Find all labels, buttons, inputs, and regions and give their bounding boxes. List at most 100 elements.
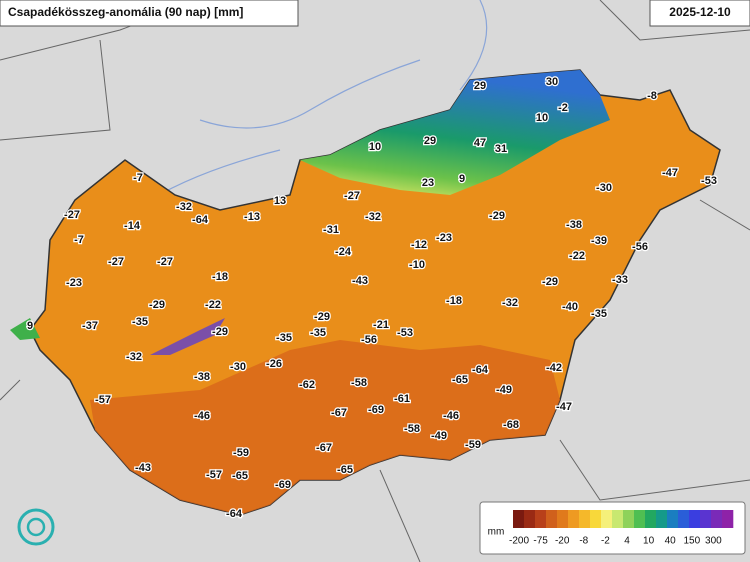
station-value: -57 — [95, 394, 111, 406]
legend-swatch — [645, 510, 657, 528]
station-value: 29 — [424, 135, 436, 147]
station-value: -59 — [233, 447, 249, 459]
station-value: -49 — [431, 430, 447, 442]
station-value: -46 — [194, 410, 210, 422]
station-value: 10 — [369, 141, 381, 153]
station-value: 13 — [274, 195, 286, 207]
station-value: 47 — [474, 137, 486, 149]
legend-swatch — [634, 510, 646, 528]
station-value: 9 — [459, 173, 465, 185]
legend-swatch — [667, 510, 679, 528]
station-value: -32 — [176, 201, 192, 213]
station-value: -32 — [365, 211, 381, 223]
station-value: -39 — [591, 235, 607, 247]
station-value: 31 — [495, 143, 507, 155]
station-value: -8 — [647, 90, 657, 102]
legend-swatch — [579, 510, 591, 528]
legend-tick-label: -8 — [579, 536, 588, 547]
station-value: -21 — [373, 319, 389, 331]
date: 2025-12-10 — [669, 5, 731, 19]
station-value: -27 — [344, 190, 360, 202]
station-value: -27 — [108, 256, 124, 268]
station-value: -67 — [316, 442, 332, 454]
station-value: -10 — [409, 259, 425, 271]
station-value: -53 — [701, 175, 717, 187]
station-value: -65 — [337, 464, 353, 476]
dry-region — [90, 340, 560, 515]
station-value: -46 — [443, 410, 459, 422]
legend-tick-label: 10 — [643, 536, 655, 547]
station-value: -61 — [394, 393, 410, 405]
station-value: -29 — [149, 299, 165, 311]
legend-swatch — [524, 510, 536, 528]
station-value: -58 — [404, 423, 420, 435]
legend-swatch — [656, 510, 668, 528]
corner-region — [10, 318, 40, 340]
station-value: -26 — [266, 358, 282, 370]
station-value: -32 — [126, 351, 142, 363]
station-value: -40 — [562, 301, 578, 313]
station-value: -57 — [206, 469, 222, 481]
station-value: -49 — [496, 384, 512, 396]
station-value: -14 — [124, 220, 141, 232]
station-value: -65 — [452, 374, 468, 386]
station-value: -64 — [192, 214, 209, 226]
station-value: -59 — [465, 439, 481, 451]
station-value: 23 — [422, 177, 434, 189]
legend-swatch — [557, 510, 569, 528]
legend-tick-label: 40 — [665, 536, 677, 547]
station-value: -43 — [135, 462, 151, 474]
legend: -200 -75 -20 -8 -2 4 10 40 150 300 — [509, 510, 734, 547]
legend-tick-label: -20 — [555, 536, 570, 547]
station-value: -43 — [352, 275, 368, 287]
station-value: -64 — [472, 364, 489, 376]
legend-swatch — [722, 510, 734, 528]
legend-swatch — [535, 510, 547, 528]
station-value: 30 — [546, 76, 558, 88]
station-value: -29 — [489, 210, 505, 222]
station-value: -27 — [157, 256, 173, 268]
station-value: -68 — [503, 419, 519, 431]
station-value: -22 — [569, 250, 585, 262]
legend-swatch — [601, 510, 613, 528]
station-value: -58 — [351, 377, 367, 389]
legend-tick-label: -75 — [533, 536, 548, 547]
legend-tick-label: 300 — [705, 536, 722, 547]
legend-swatch — [678, 510, 690, 528]
station-value: 10 — [536, 112, 548, 124]
station-value: -67 — [331, 407, 347, 419]
legend-swatch — [568, 510, 580, 528]
station-value: -47 — [556, 401, 572, 413]
legend-swatch — [711, 510, 723, 528]
title-box — [0, 0, 299, 27]
station-value: -29 — [212, 326, 228, 338]
station-value: -12 — [411, 239, 427, 251]
station-value: 29 — [474, 80, 486, 92]
station-value: 9 — [27, 320, 33, 332]
legend-unit: mm — [488, 527, 505, 538]
station-value: -35 — [310, 327, 326, 339]
station-value: -32 — [502, 297, 518, 309]
station-value: -22 — [205, 299, 221, 311]
station-value: -33 — [612, 274, 628, 286]
legend-tick-label: 150 — [683, 536, 700, 547]
legend-swatch — [700, 510, 712, 528]
station-value: -23 — [436, 232, 452, 244]
station-value: -7 — [133, 172, 143, 184]
station-value: -37 — [82, 320, 98, 332]
station-value: -27 — [64, 209, 80, 221]
legend-swatch — [590, 510, 602, 528]
legend-swatch — [546, 510, 558, 528]
station-value: -30 — [230, 361, 246, 373]
station-value: -7 — [74, 234, 84, 246]
station-value: -38 — [566, 219, 582, 231]
lake — [150, 318, 225, 355]
station-value: -2 — [558, 102, 568, 114]
station-value: -31 — [323, 224, 339, 236]
station-value: -23 — [66, 277, 82, 289]
station-value: -29 — [314, 311, 330, 323]
station-value: -47 — [662, 167, 678, 179]
station-value: -53 — [397, 327, 413, 339]
